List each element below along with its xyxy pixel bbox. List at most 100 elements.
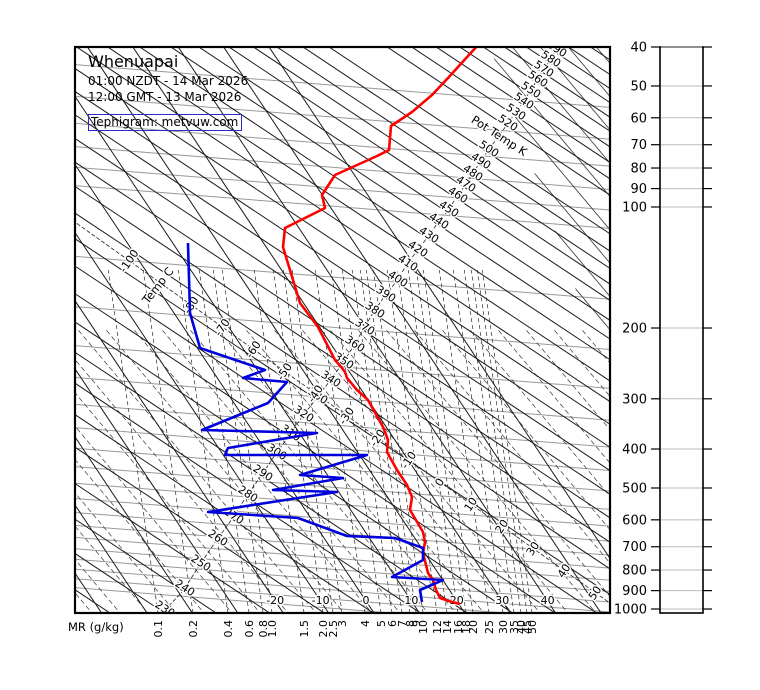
mr-tick-label: 16: [452, 620, 465, 634]
mixing-ratio-line: [372, 269, 424, 613]
dry-adiabat-line: [75, 413, 375, 613]
pot-temp-label-line: [162, 51, 556, 613]
saturated-adiabat-line: [628, 18, 760, 690]
pressure-tick-label: 100: [622, 200, 647, 215]
pressure-scale: 40 50 60 70 80 90 100 200 300 400 500 600 700 800 900 1…: [614, 41, 712, 618]
isotherm-line: [223, 47, 602, 613]
pressure-tick-label: 900: [622, 584, 647, 599]
mixing-ratio-line: [422, 269, 474, 613]
mixing-ratio-line: [142, 269, 194, 613]
temp-axis-label: Temp C: [139, 265, 177, 308]
mr-tick-label: 0.1: [152, 620, 165, 638]
saturated-adiabat-line: [656, 18, 760, 690]
isobar-line: [75, 578, 511, 613]
mixing-ratio-line: [253, 269, 305, 613]
isobar-line: [75, 376, 610, 421]
isotherm-line: [177, 47, 557, 613]
mr-tick-label: 12: [431, 620, 444, 634]
isotherm-line: [75, 95, 421, 613]
temp-diag-label: 30: [524, 539, 543, 558]
mr-tick-label: 35: [508, 620, 521, 634]
isobar-line: [75, 466, 610, 510]
datetime-local: 01:00 NZDT - 14 Mar 2026: [88, 74, 249, 88]
mixing-ratio-line: [282, 269, 334, 613]
mr-tick-label: 2.0: [317, 620, 330, 638]
temp-bottom-label: 20: [450, 594, 464, 607]
mixing-ratio-line: [407, 269, 459, 613]
isobar-line: [75, 185, 610, 229]
mixing-ratio-line: [476, 269, 528, 613]
mr-tick-label: 0.6: [243, 620, 256, 638]
dry-adiabat-line: [169, 47, 610, 340]
pressure-tick-label: 80: [630, 162, 647, 177]
temp-bottom-label: -20: [266, 594, 284, 607]
mr-tick-label: 5: [375, 620, 388, 627]
mr-tick-label: 40: [515, 620, 528, 634]
isobar-line: [75, 587, 399, 613]
pressure-scale-bar: [659, 46, 704, 614]
pressure-tick-label: 200: [622, 322, 647, 337]
mixing-ratio-line: [396, 269, 448, 613]
temp-bottom-label: 40: [541, 594, 555, 607]
mixing-ratio-line: [470, 269, 522, 613]
temp-label-line: [75, 221, 610, 604]
pressure-tick-label: 70: [630, 138, 647, 153]
mr-tick-label: 9: [410, 620, 423, 627]
isobar-line: [75, 64, 610, 108]
dewpoint-trace: [186, 242, 445, 603]
mixing-ratio-line: [481, 269, 533, 613]
isobar-line: [75, 558, 610, 603]
mixing-ratio-line: [330, 269, 382, 613]
pot-temp-label: 380: [363, 299, 388, 321]
isotherm-line: [75, 299, 284, 613]
mr-tick-label: 0.4: [222, 620, 235, 638]
pressure-tick-label: 700: [622, 540, 647, 555]
mixing-ratio-line: [386, 269, 438, 613]
isotherm-line: [268, 47, 610, 560]
pot-temp-label: 280: [236, 483, 261, 505]
pot-temp-label: 390: [374, 283, 399, 305]
dry-adiabat-line: [482, 47, 610, 132]
isotherm-line: [75, 231, 330, 613]
mr-tick-label: 2.5: [327, 620, 340, 638]
temp-bottom-label: -10: [312, 594, 330, 607]
isobar-line: [75, 568, 610, 613]
mr-tick-label: 20: [467, 620, 480, 634]
isobar-line: [75, 146, 610, 190]
mixing-ratio-line: [272, 269, 324, 613]
pressure-tick-label: 500: [622, 481, 647, 496]
mr-tick-label: 10: [417, 620, 430, 634]
isotherm-line: [132, 47, 511, 613]
mixing-ratio-line: [359, 269, 411, 613]
isotherm-line: [75, 504, 148, 613]
pressure-tick-label: 50: [630, 79, 647, 94]
isobar-line: [75, 255, 610, 300]
mr-tick-label: 0.2: [187, 620, 200, 638]
isotherm-line: [86, 47, 466, 613]
mr-axis: MR (g/kg) 0.1 0.2 0.4 0.6 0.81.0 1.5 2.02.53 4 56…: [68, 620, 539, 638]
dry-adiabat-line: [75, 293, 557, 613]
dry-adiabat-line: [386, 47, 610, 196]
plot-border: [73, 45, 612, 615]
mixing-ratio-line: [351, 269, 403, 613]
source-credit-box: Tephigram: metvuw.com: [88, 114, 243, 131]
dry-adiabat-line: [276, 47, 610, 270]
mr-tick-label: 4: [359, 620, 372, 627]
mr-axis-title: MR (g/kg): [68, 620, 124, 634]
mixing-ratio-line: [452, 269, 504, 613]
temp-diag-label: -50: [274, 361, 295, 383]
mixing-ratio-line: [415, 269, 467, 613]
pressure-tick-label: 300: [622, 392, 647, 407]
pressure-tick-label: 40: [630, 41, 647, 56]
saturated-adiabat-line: [490, 47, 610, 330]
mr-tick-label: 3: [336, 620, 349, 627]
temp-bottom-label: 10: [404, 594, 418, 607]
isobar-line: [75, 548, 610, 592]
mr-tick-label: 0.8: [257, 620, 270, 638]
mixing-ratio-line: [291, 269, 343, 613]
